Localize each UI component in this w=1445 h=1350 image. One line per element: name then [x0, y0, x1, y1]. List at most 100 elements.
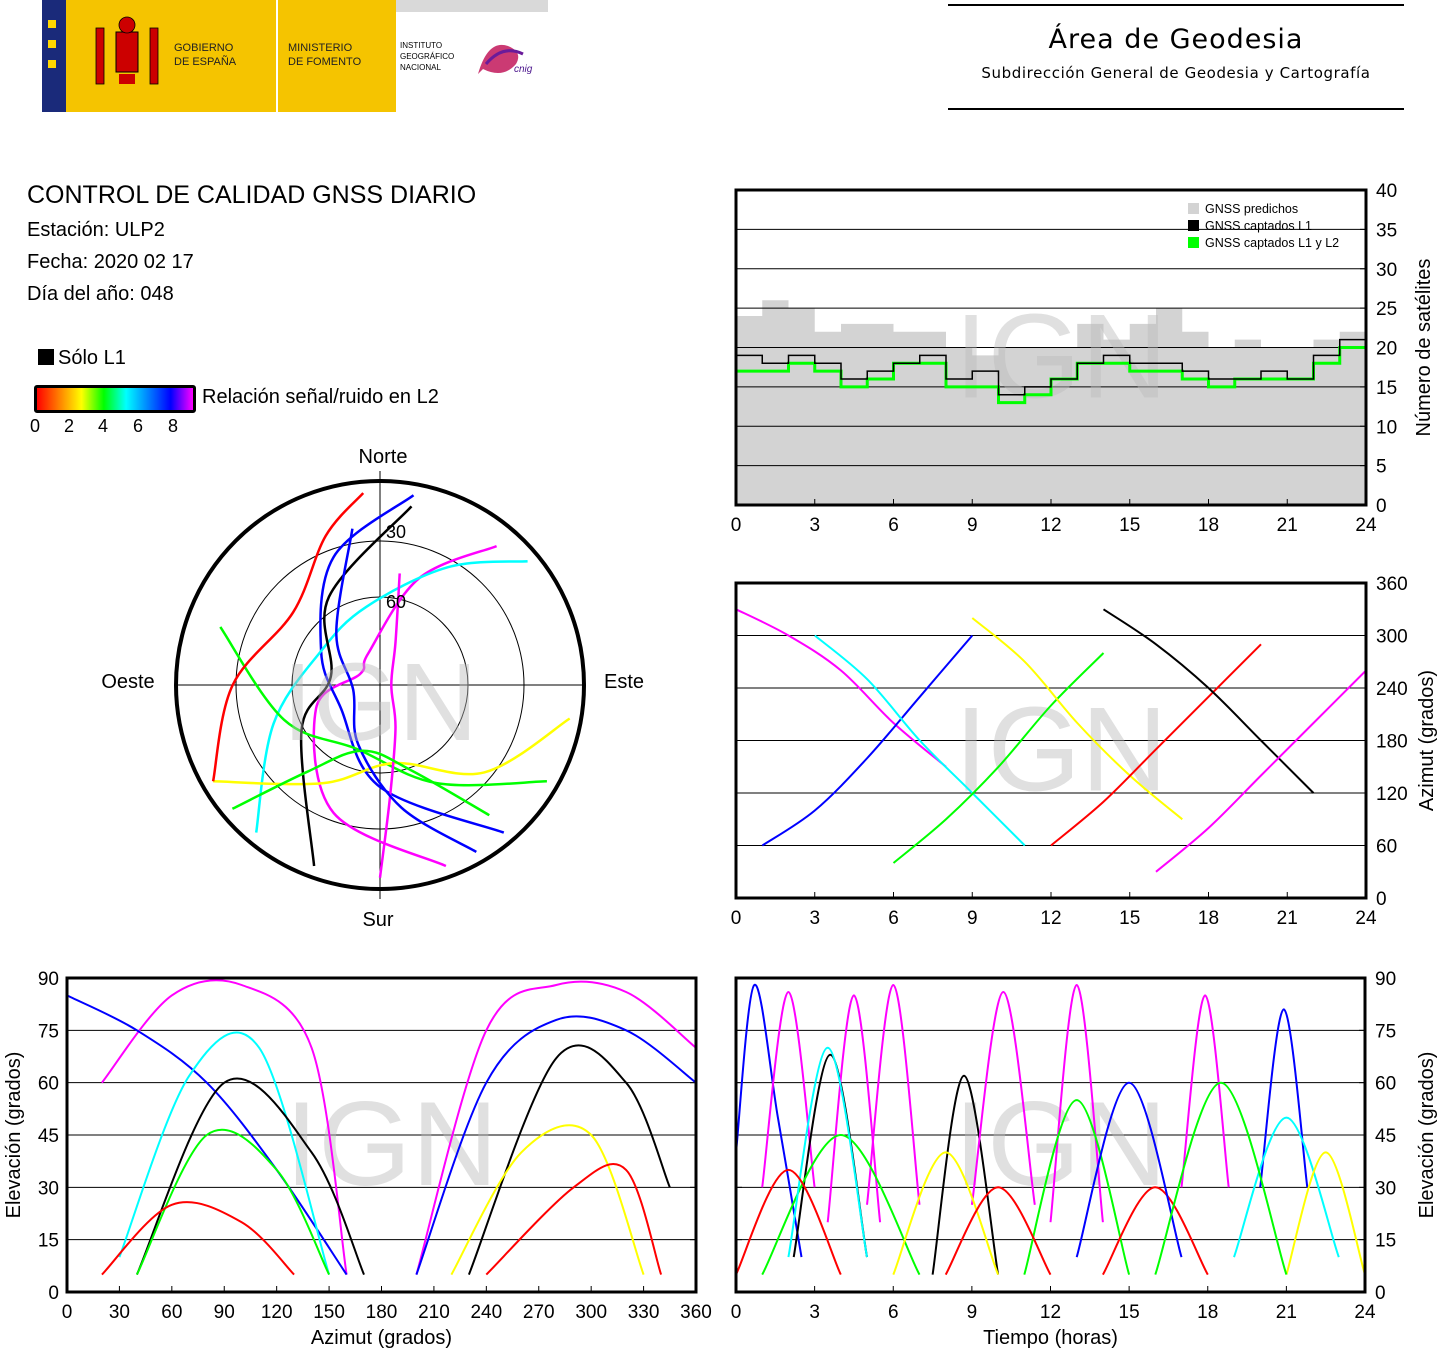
satellite-count-chart: 0 5 10 15 20 25 30 35 40 0 3 6 9 12 15 18 21 24 IGN GNSS pr…: [731, 181, 1435, 535]
coat-of-arms-icon: [92, 14, 162, 98]
y-tick-label: 30: [1375, 1178, 1396, 1199]
chart-frame: 0 15 30 45 60 75 90 0 3 6 9 12 15 18 21 24: [731, 969, 1396, 1323]
skyplot-track: [219, 626, 547, 787]
gov-line1: GOBIERNO: [174, 42, 234, 54]
elevation-time-track: [1233, 1116, 1340, 1258]
plot-border: [734, 188, 1368, 507]
elevation-track: [118, 1031, 331, 1275]
snr-tick-4: 4: [98, 416, 109, 436]
x-tick-label: 12: [1040, 1302, 1061, 1323]
y-tick-label: 60: [1375, 1074, 1396, 1095]
elevation-azimuth-chart: 0 15 30 45 60 75 90 0 30 60 90 120 150 180 210 240 270 30…: [3, 969, 712, 1349]
watermark: IGN: [285, 1077, 498, 1211]
x-tick-label: 0: [731, 1302, 742, 1323]
plot-border: [734, 581, 1368, 900]
x-tick-label: 0: [62, 1302, 73, 1323]
report-title: CONTROL DE CALIDAD GNSS DIARIO: [27, 181, 477, 209]
x-tick-label: 240: [470, 1302, 502, 1323]
y-tick-label: 75: [1375, 1021, 1396, 1042]
skyplot-track: [211, 492, 365, 782]
y-tick-label: 45: [38, 1126, 59, 1147]
logo-band-gray: [396, 0, 548, 12]
l1-line: [736, 331, 1367, 396]
y-tick-label: 30: [1376, 260, 1397, 281]
skyplot-track: [378, 573, 401, 878]
gov-line2: DE ESPAÑA: [174, 56, 237, 68]
x-tick-label: 0: [731, 908, 742, 929]
x-tick-label: 210: [418, 1302, 450, 1323]
y-tick-label: 60: [1376, 837, 1397, 858]
azimuth-track: [735, 608, 947, 768]
header-area: Área de Geodesia Subdirección General de…: [948, 0, 1404, 112]
elevation-time-track: [1023, 1099, 1131, 1275]
skyplot-tracks: [174, 479, 586, 891]
header-bottom-rule: [948, 108, 1404, 110]
skyplot-track: [299, 505, 413, 867]
azimuth-track: [892, 652, 1105, 864]
header-top-rule: [948, 4, 1404, 6]
x-tick-label: 18: [1198, 515, 1219, 535]
cnig-logo-icon: [468, 34, 538, 84]
elevation-track: [450, 1124, 645, 1276]
y-tick-label: 0: [1376, 889, 1387, 910]
area-subtitle: Subdirección General de Geodesia y Carto…: [981, 64, 1371, 82]
elevation-time-track: [787, 1046, 868, 1258]
y-tick-label: 240: [1376, 679, 1408, 700]
y-tick-label: 180: [1376, 732, 1408, 753]
x-tick-label: 120: [261, 1302, 293, 1323]
elevation-track: [415, 980, 697, 1275]
x-tick-label: 9: [967, 515, 978, 535]
azimuth-track: [1102, 608, 1315, 794]
elevation-time-track: [944, 1186, 1052, 1276]
l1-only-label: Sólo L1: [58, 347, 126, 369]
skyplot-watermark: IGN: [282, 641, 478, 764]
y-tick-label: 40: [1376, 181, 1397, 202]
azimuth-track: [1050, 643, 1262, 847]
elevation-track: [66, 994, 348, 1276]
x-tick-label: 18: [1198, 908, 1219, 929]
y-tick-label: 360: [1376, 574, 1408, 595]
elevation-time-track: [761, 1133, 921, 1276]
x-tick-label: 360: [680, 1302, 712, 1323]
x-tick-label: 60: [161, 1302, 182, 1323]
y-axis-label: Número de satélites: [1413, 259, 1435, 437]
cnig-logo-text: cnig: [514, 64, 533, 75]
station-label: Estación: ULP2: [27, 219, 165, 241]
y-tick-label: 15: [38, 1231, 59, 1252]
snr-tick-8: 8: [168, 416, 179, 436]
ign-panel: INSTITUTO GEOGRÁFICO NACIONAL cnig: [396, 12, 548, 112]
gov-panel: GOBIERNO DE ESPAÑA: [66, 0, 276, 112]
y-tick-label: 0: [1375, 1283, 1386, 1304]
snr-tick-0: 0: [30, 416, 41, 436]
y-tick-label: 5: [1376, 457, 1387, 478]
x-tick-label: 21: [1277, 515, 1298, 535]
y-tick-label: 35: [1376, 220, 1397, 241]
x-tick-label: 6: [888, 515, 899, 535]
elevation-time-track: [1102, 1186, 1209, 1276]
legend-label: GNSS captados L1: [1205, 219, 1312, 233]
y-tick-label: 75: [38, 1021, 59, 1042]
elevation-time-track: [1180, 994, 1230, 1188]
elevation-track: [467, 1044, 671, 1275]
ministry-panel: MINISTERIO DE FOMENTO: [278, 0, 396, 112]
x-axis-label: Tiempo (horas): [983, 1327, 1118, 1349]
x-tick-label: 3: [809, 1302, 820, 1323]
x-tick-label: 270: [523, 1302, 555, 1323]
y-tick-label: 0: [48, 1283, 59, 1304]
y-tick-label: 90: [1375, 969, 1396, 990]
x-tick-label: 9: [967, 1302, 978, 1323]
elevation-time-track: [866, 983, 921, 1205]
x-tick-label: 0: [731, 515, 742, 535]
header-logos: GOBIERNO DE ESPAÑA MINISTERIO DE FOMENTO…: [42, 0, 548, 112]
elevation-time-track: [970, 990, 1036, 1205]
watermark: IGN: [954, 290, 1167, 424]
ign-line3: NACIONAL: [400, 63, 441, 72]
skyplot-ring-60-label: 60: [386, 592, 406, 612]
azimuth-track: [761, 634, 974, 847]
x-tick-label: 330: [628, 1302, 660, 1323]
x-tick-label: 150: [313, 1302, 345, 1323]
y-tick-label: 120: [1376, 784, 1408, 805]
legend-swatch: [1188, 237, 1199, 248]
chart-frame: 0 60 120 180 240 300 360 0 3 6 9 12 15 18 21 24: [731, 574, 1408, 929]
